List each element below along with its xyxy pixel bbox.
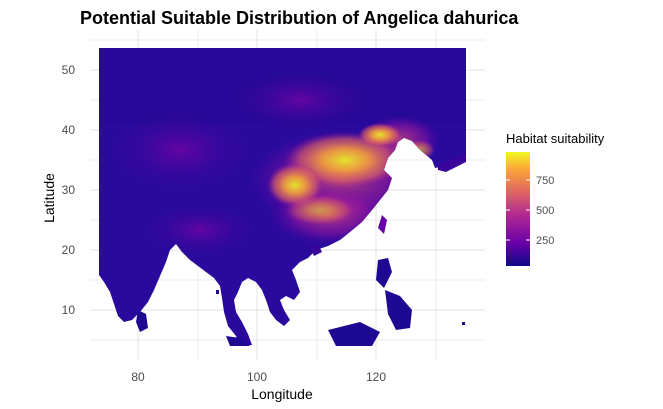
y-tick-label: 40 <box>62 123 76 137</box>
island-japan <box>438 154 466 172</box>
island-borneo <box>328 322 380 346</box>
x-tick-label: 120 <box>366 370 386 384</box>
island-hainan <box>310 244 322 256</box>
legend-tick-label: 750 <box>536 175 554 187</box>
legend-tick-label: 250 <box>536 235 554 247</box>
island-sumatra <box>226 336 250 346</box>
x-axis-title: Longitude <box>251 386 313 402</box>
y-tick-label: 20 <box>62 243 76 257</box>
chart-title: Potential Suitable Distribution of Angel… <box>80 8 519 28</box>
x-tick-label: 80 <box>131 370 145 384</box>
y-tick-label: 30 <box>62 183 76 197</box>
island-sri-lanka <box>136 310 148 332</box>
y-tick-labels: 10 20 30 40 50 <box>62 63 76 317</box>
island-philippines-south <box>385 290 412 330</box>
x-tick-labels: 80 100 120 <box>131 370 386 384</box>
island-philippines-luzon <box>376 258 392 288</box>
legend-tick-label: 500 <box>536 205 554 217</box>
x-tick-label: 100 <box>247 370 267 384</box>
y-tick-label: 10 <box>62 303 76 317</box>
y-tick-label: 50 <box>62 63 76 77</box>
suitability-raster <box>99 48 466 346</box>
legend: Habitat suitability 250 500 750 <box>506 131 605 266</box>
legend-colorbar <box>506 152 530 266</box>
island-taiwan <box>378 215 387 234</box>
legend-title: Habitat suitability <box>506 131 605 146</box>
y-axis-title: Latitude <box>41 173 57 223</box>
